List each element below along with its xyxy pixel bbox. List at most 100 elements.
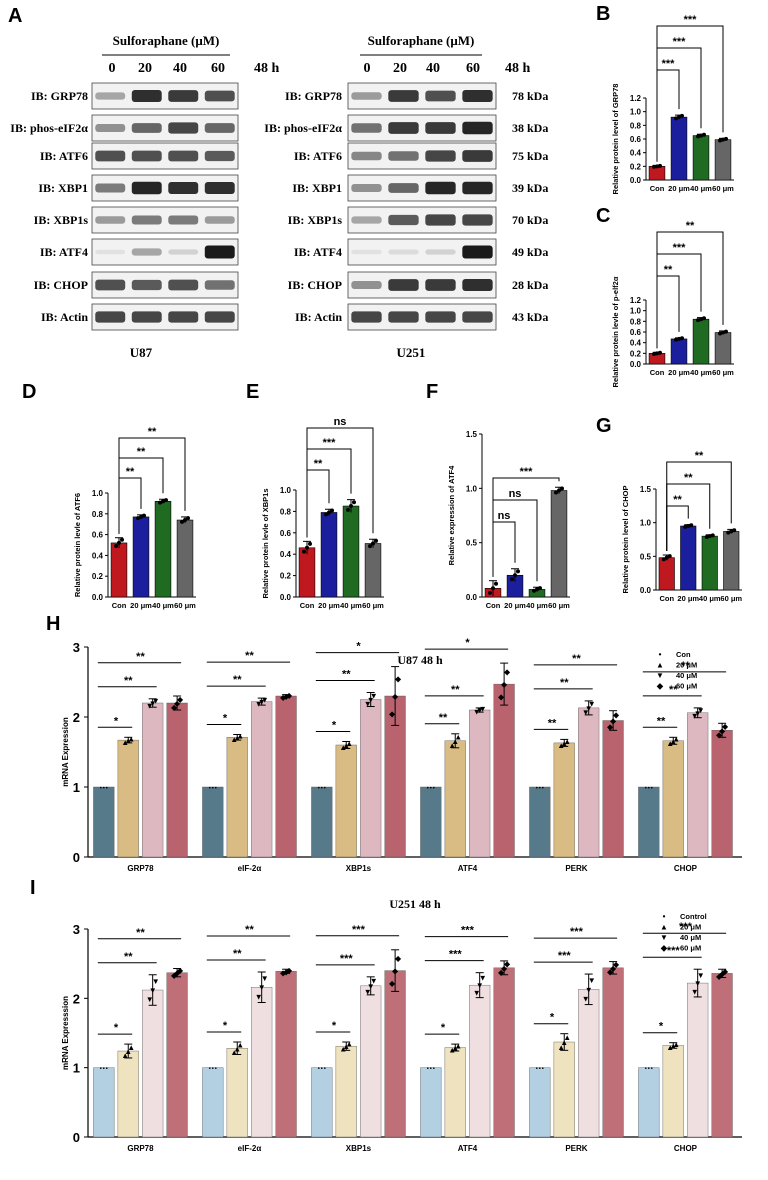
data-point: ▲ [127,734,135,743]
data-point: • [215,1067,217,1073]
bar [132,516,150,598]
data-point: ▼ [582,708,590,717]
data-point: • [648,786,650,792]
protein-band [168,311,199,323]
data-point: ◆ [610,964,617,973]
y-axis-label: Relative protein levle of ATF6 [73,493,82,597]
data-point: ◆ [610,717,617,726]
sig-bracket [492,477,560,577]
sig-label: *** [558,950,572,962]
blot-row-label: IB: GRP78 [31,89,88,103]
data-point: ▲ [233,1044,241,1053]
data-point: • [542,786,544,792]
data-point [516,569,520,574]
kda-label: 43 kDa [512,310,548,324]
x-tick-label: PERK [565,1144,587,1153]
blot-row-label: IB: Actin [41,310,88,324]
x-tick-label: 60 μm [720,594,742,603]
data-point [560,486,564,491]
y-tick-label: 1 [73,780,80,795]
protein-band [351,123,382,133]
data-point: ◆ [392,967,399,976]
y-tick-label: 0.0 [92,593,104,602]
protein-band [351,216,382,224]
data-point: • [212,1067,214,1073]
panel-letter-d: D [22,381,36,403]
data-point: ◆ [389,710,396,719]
cell-line-label: U251 [397,345,426,360]
data-point: ◆ [498,968,505,977]
data-point: • [100,786,102,792]
data-point [667,554,672,559]
y-tick-label: 0.4 [92,551,104,560]
blot-row-label: IB: XBP1s [288,213,343,227]
data-point: ◆ [283,692,290,701]
dose-label: 0 [109,61,116,76]
data-point [702,316,706,321]
bar [364,543,382,598]
data-point [718,331,722,336]
bar [335,1045,357,1138]
data-point [330,508,334,513]
data-point: • [324,1067,326,1073]
data-point [352,500,356,505]
y-tick-label: 1.2 [630,94,642,103]
data-point: ▼ [255,992,263,1001]
protein-band [462,311,493,323]
y-tick-label: 0.4 [630,149,642,158]
x-tick-label: 20 μm [318,601,340,610]
data-point [494,581,498,586]
data-point: ▼ [370,976,378,985]
legend-label: 20 μM [676,661,697,670]
x-tick-label: 60 μm [712,184,734,193]
bar [493,967,515,1138]
data-point: ◆ [501,964,508,973]
data-point: ◆ [174,699,181,708]
data-point [532,588,536,593]
bar [638,786,660,858]
dose-label: 20 [393,61,407,76]
data-point [183,518,187,523]
data-point [655,351,659,356]
data-point: ▲ [127,1043,135,1052]
x-tick-label: 60 μm [548,601,570,610]
y-tick-label: 1.5 [640,485,652,494]
bar [226,1048,248,1138]
protein-band [204,181,235,195]
data-point: ▼ [697,706,705,715]
data-point: • [427,1067,429,1073]
data-point: ▲ [669,1041,677,1050]
protein-band [388,183,419,193]
data-point: ◆ [171,703,178,712]
x-tick-label: Con [650,368,665,377]
data-point: ▼ [149,699,157,708]
panel-letter-c: C [596,205,610,227]
x-tick-label: 40 μm [152,601,174,610]
data-point: ▼ [691,712,699,721]
data-point [491,586,495,591]
data-point: • [209,786,211,792]
sig-label: ** [126,466,135,478]
bar [420,786,442,858]
dose-label: 60 [211,61,225,76]
data-point: ◆ [280,693,287,702]
bar [723,531,740,591]
sig-label: ** [664,264,673,276]
sig-label: ** [681,660,690,672]
y-tick-label: 0.6 [280,529,292,538]
data-point: ▲ [230,735,238,744]
sig-label: ** [136,651,145,663]
chart-title: U251 48 h [389,897,441,911]
blot-row-label: IB: CHOP [288,278,342,292]
bar [701,535,718,591]
data-point: ▲ [563,737,571,746]
data-point: ▲ [454,733,462,742]
chart-title: U87 48 h [397,653,443,667]
legend-marker: • [659,650,662,659]
y-tick-label: 0.0 [466,593,478,602]
legend-marker: ▼ [656,671,664,680]
data-point: ▼ [146,995,154,1004]
data-point [513,573,517,578]
protein-band [168,150,199,162]
x-tick-label: 20 μm [130,601,152,610]
